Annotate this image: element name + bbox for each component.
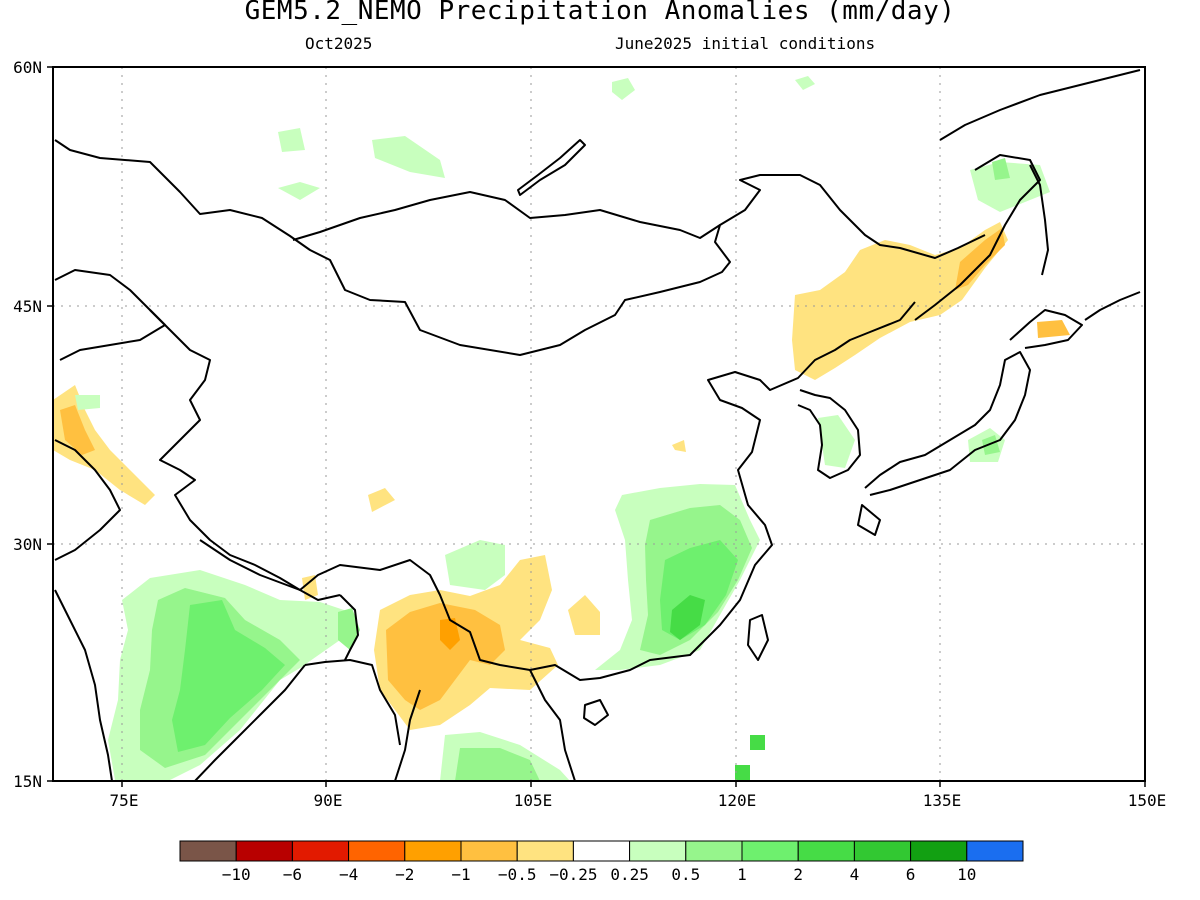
- tick-marks: [47, 66, 1146, 787]
- kyushu-coast: [857, 504, 881, 536]
- mongolia-russia-border: [292, 191, 721, 241]
- initial-conditions: June2025 initial conditions: [615, 34, 876, 53]
- lat-label-60n: 60N: [13, 58, 42, 77]
- lon-label-90e: 90E: [314, 791, 343, 810]
- anomaly-honshu-wetter: [982, 435, 1000, 455]
- anomaly-siberia-wet-1: [372, 136, 445, 178]
- okhotsk-coast: [914, 154, 1041, 321]
- colorbar-label: −6: [283, 865, 302, 884]
- anomaly-neasia-dry: [955, 228, 1005, 290]
- anomaly-siberia-wet-2: [278, 128, 305, 152]
- bengal-coast: [304, 659, 401, 746]
- colorbar-label: 0.5: [671, 865, 700, 884]
- colorbar-swatch: [572, 840, 631, 862]
- colorbar-label: −0.25: [549, 865, 597, 884]
- lon-label-105e: 105E: [514, 791, 553, 810]
- colorbar-swatch: [910, 840, 968, 862]
- map-frame: [52, 66, 1146, 782]
- fareast-coast: [939, 69, 1141, 141]
- indochina-coast: [529, 669, 576, 781]
- colorbar-swatch: [291, 840, 350, 862]
- anomaly-india-wetter: [172, 600, 285, 752]
- lat-label-15n: 15N: [13, 772, 42, 791]
- colorbar-swatch: [797, 840, 855, 862]
- hainan-coast: [583, 699, 609, 726]
- anomaly-siberia-wet-3: [278, 182, 320, 200]
- anomaly-tibet-dry-patch: [368, 488, 395, 512]
- anomaly-indochina-wet: [455, 748, 540, 781]
- myanmar-coast: [394, 689, 421, 781]
- colorbar-swatch: [179, 840, 237, 862]
- anomaly-guangxi-light-dry: [568, 595, 600, 635]
- colorbar-label: −2: [395, 865, 414, 884]
- lon-label-135e: 135E: [923, 791, 962, 810]
- anomaly-qinghai-dry: [672, 440, 686, 452]
- colorbar-swatch: [966, 840, 1024, 862]
- colorbar-label: 2: [793, 865, 803, 884]
- lon-label-75e: 75E: [110, 791, 139, 810]
- colorbar-label: −1: [451, 865, 470, 884]
- india-east-coast: [194, 664, 306, 781]
- anomaly-siberia-wet-5: [795, 76, 815, 90]
- anomaly-yunnan-drier: [440, 618, 460, 650]
- anomaly-taiwan-wet: [750, 735, 765, 750]
- anomaly-philippines-wet: [735, 765, 750, 781]
- nepal-border: [199, 539, 341, 601]
- colorbar-swatch: [235, 840, 293, 862]
- hokkaido-coast: [1009, 309, 1083, 349]
- forecast-month: Oct2025: [305, 34, 373, 53]
- colorbar-label: −4: [339, 865, 358, 884]
- anomaly-kashmir-wet: [75, 395, 100, 410]
- colorbar-swatch: [460, 840, 518, 862]
- colorbar-label: 4: [850, 865, 860, 884]
- coastlines: [54, 69, 1141, 781]
- taiwan-coast: [747, 614, 769, 661]
- kuril-islands: [1084, 291, 1141, 321]
- anomaly-kashmir-light-dry: [53, 385, 155, 505]
- colorbar-label: 1: [737, 865, 747, 884]
- lat-labels: 15N 30N 45N 60N: [13, 58, 42, 791]
- anomaly-yunnan-dry: [386, 603, 505, 710]
- lat-label-45n: 45N: [13, 297, 42, 316]
- chart-title: GEM5.2_NEMO Precipitation Anomalies (mm/…: [244, 0, 956, 26]
- anomaly-tibet-light-wet: [445, 540, 505, 590]
- sakhalin-coast: [1029, 164, 1049, 276]
- graticule: [53, 67, 1145, 781]
- honshu-coast: [864, 351, 1031, 496]
- colorbar-swatch: [348, 840, 406, 862]
- colorbar-swatch: [853, 840, 912, 862]
- colorbar-label: 6: [906, 865, 916, 884]
- lat-label-30n: 30N: [13, 535, 42, 554]
- lon-labels: 75E 90E 105E 120E 135E 150E: [110, 791, 1167, 810]
- anomaly-korea-wet: [818, 415, 855, 468]
- colorbar-swatch: [629, 840, 687, 862]
- anomaly-shading: [53, 76, 1070, 781]
- afghan-border: [54, 439, 121, 561]
- colorbar-label: 0.25: [610, 865, 649, 884]
- colorbar-swatch: [404, 840, 462, 862]
- colorbar-label: −10: [222, 865, 251, 884]
- korea-coast: [797, 389, 861, 479]
- colorbar-label: −0.5: [498, 865, 537, 884]
- colorbar-swatch: [516, 840, 574, 862]
- anomaly-sechina-wettest: [670, 595, 705, 640]
- anomaly-neasia-light-dry: [792, 222, 1008, 380]
- colorbar-swatch: [685, 840, 743, 862]
- central-asia-border: [54, 269, 166, 361]
- colorbar-swatch: [741, 840, 799, 862]
- bangladesh-border: [339, 594, 359, 661]
- anomaly-hokkaido-dry: [1037, 320, 1070, 338]
- lon-label-120e: 120E: [718, 791, 757, 810]
- anomaly-sakhalin-wet: [970, 162, 1050, 212]
- lon-label-150e: 150E: [1128, 791, 1167, 810]
- anomaly-siberia-wet-4: [612, 78, 635, 100]
- india-west-coast: [54, 589, 113, 781]
- anomaly-kashmir-dry: [60, 405, 95, 455]
- colorbar-label: 10: [957, 865, 976, 884]
- anomaly-sakhalin-wetter: [992, 158, 1010, 180]
- colorbar: −10 −6 −4 −2 −1 −0.5 −0.25 0.25 0.5 1 2 4 6 10: [179, 840, 1024, 884]
- lake-baikal: [517, 139, 586, 196]
- mongolia-china-border: [54, 139, 986, 356]
